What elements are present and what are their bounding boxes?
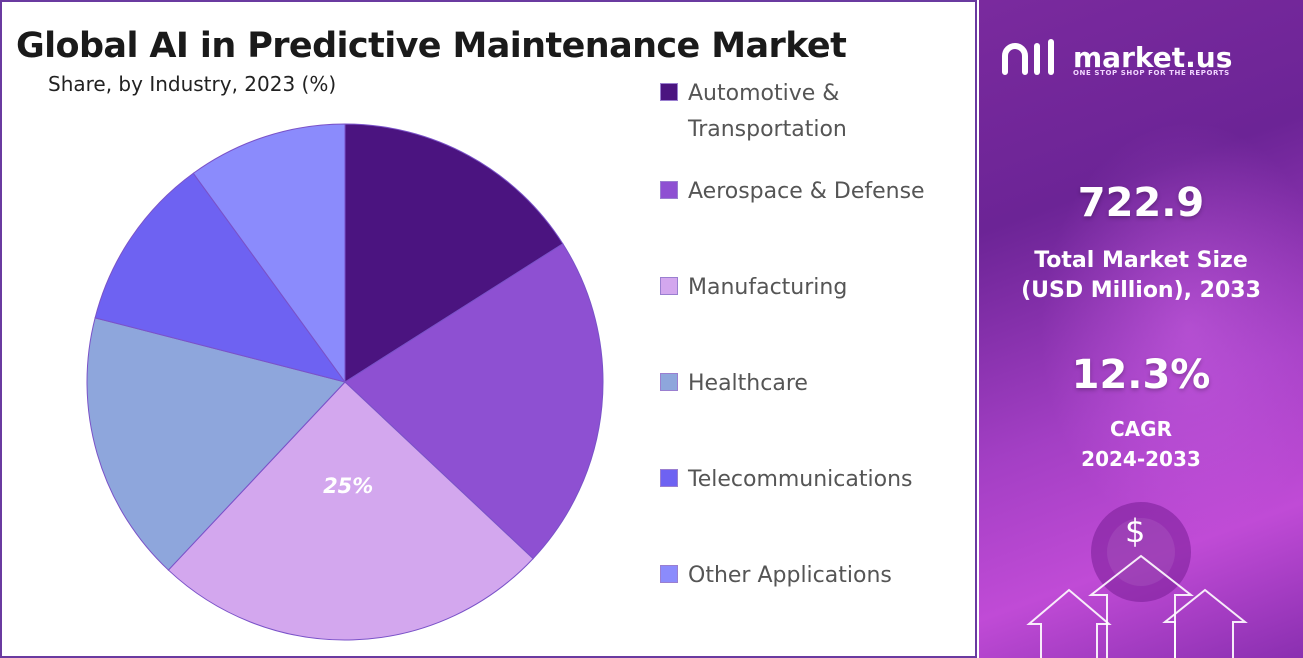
brand-name: market.us [1073,41,1233,74]
legend-item[interactable]: Automotive & Transportation [660,76,968,148]
cagr-value: 12.3% [1071,352,1211,398]
pie-chart: 25% [86,123,604,641]
legend-swatch [660,373,678,391]
legend-swatch [660,565,678,583]
legend-label: Telecommunications [688,467,913,492]
cagr-label-line2: 2024-2033 [1081,447,1201,471]
market-size-label-line1: Total Market Size [1034,248,1248,273]
chart-frame: Global AI in Predictive Maintenance Mark… [0,0,977,658]
pie-slice-aerospace-defense[interactable] [344,243,604,560]
legend-item[interactable]: Aerospace & Defense [660,174,968,210]
pie-slice-telecommunications[interactable] [94,172,347,383]
pie-slice-healthcare[interactable] [86,317,346,571]
market-size-label-line2: (USD Million), 2033 [1021,278,1261,303]
market-us-logo-icon [1002,39,1054,75]
growth-arrows-icon [1026,502,1248,658]
legend-label: Healthcare [688,371,808,396]
legend-label: Other Applications [688,563,892,588]
currency-symbol: $ [1125,512,1146,550]
legend-swatch [660,469,678,487]
brand[interactable]: market.us [1001,38,1232,78]
pie-slice-automotive-transportation[interactable] [344,123,564,383]
legend-label: Automotive & Transportation [688,81,847,142]
legend-item[interactable]: Telecommunications [660,462,968,498]
legend-swatch [660,181,678,199]
chart-title: Global AI in Predictive Maintenance Mark… [16,26,847,66]
market-size-value: 722.9 [1077,180,1205,226]
legend-label: Manufacturing [688,275,848,300]
pie-slice-manufacturing[interactable] [167,381,534,641]
panel-glow [1039,120,1303,540]
chart-subtitle: Share, by Industry, 2023 (%) [48,72,337,96]
brand-tagline: ONE STOP SHOP FOR THE REPORTS [1073,69,1230,77]
legend-label: Aerospace & Defense [688,179,925,204]
legend-swatch [660,83,678,101]
cagr-label-line1: CAGR [1110,417,1172,441]
legend-item[interactable]: Other Applications [660,558,968,594]
pie-slice-other-applications[interactable] [192,123,346,384]
legend-item[interactable]: Manufacturing [660,270,968,306]
legend-swatch [660,277,678,295]
data-label-manufacturing: 25% [323,474,373,498]
legend-item[interactable]: Healthcare [660,366,968,402]
info-panel: market.us ONE STOP SHOP FOR THE REPORTS … [979,0,1303,658]
